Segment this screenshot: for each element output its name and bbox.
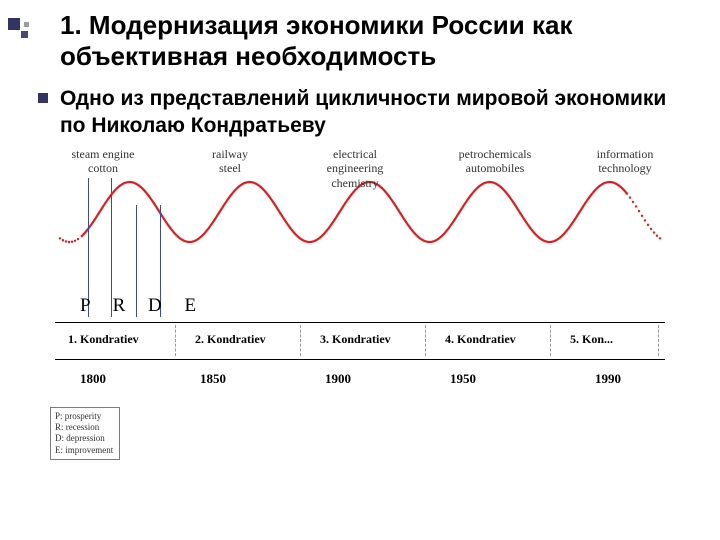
- year-label: 1900: [325, 371, 351, 387]
- segment-divider: [425, 325, 426, 356]
- year-label: 1990: [595, 371, 621, 387]
- wave-label: railwaysteel: [185, 147, 275, 176]
- prde-letters: P R D E: [80, 295, 205, 317]
- bullet-text: Одно из представлений цикличности мирово…: [60, 86, 690, 139]
- segment-divider: [658, 325, 659, 356]
- segment-divider: [550, 325, 551, 356]
- bullet-item: Одно из представлений цикличности мирово…: [38, 86, 690, 139]
- segment-label: 3. Kondratiev: [320, 332, 391, 347]
- segment-label: 4. Kondratiev: [445, 332, 516, 347]
- axis-line: [55, 322, 665, 323]
- axis-line: [55, 359, 665, 360]
- year-label: 1950: [450, 371, 476, 387]
- legend-box: P: prosperityR: recessionD: depressionE:…: [50, 407, 120, 460]
- wave-label: electricalengineeringchemistry: [310, 147, 400, 190]
- kondratiev-chart: steam enginecotton railwaysteel electrical…: [40, 147, 680, 457]
- year-label: 1800: [80, 371, 106, 387]
- segment-divider: [300, 325, 301, 356]
- segment-label: 5. Kon...: [570, 332, 613, 347]
- segment-label: 2. Kondratiev: [195, 332, 266, 347]
- wave-label: steam enginecotton: [58, 147, 148, 176]
- segment-divider: [175, 325, 176, 356]
- wave-label: petrochemicalsautomobiles: [450, 147, 540, 176]
- segment-label: 1. Kondratiev: [68, 332, 139, 347]
- slide-title: 1. Модернизация экономики России как объ…: [60, 10, 690, 72]
- year-label: 1850: [200, 371, 226, 387]
- wave-label: informationtechnology: [580, 147, 670, 176]
- bullet-square-icon: [38, 93, 48, 103]
